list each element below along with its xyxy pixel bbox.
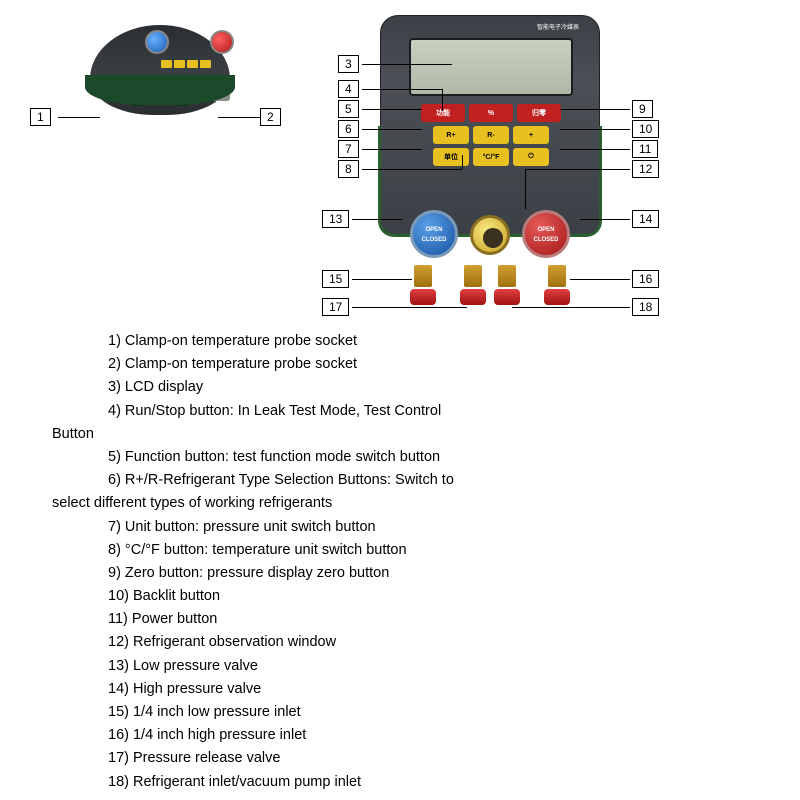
keypad: 功能 % 归零 R+ R- + 单位 °C/°F ⏻ [419, 104, 563, 170]
leader-6 [362, 129, 422, 130]
callout-3: 3 [338, 55, 359, 73]
leader-4 [362, 89, 442, 90]
callout-2: 2 [260, 108, 281, 126]
legend-line: 16) 1/4 inch high pressure inlet [80, 724, 720, 747]
callout-13: 13 [322, 210, 349, 228]
callout-1: 1 [30, 108, 51, 126]
callout-12: 12 [632, 160, 659, 178]
top-knob-red [210, 30, 234, 54]
legend-line: 7) Unit button: pressure unit switch but… [80, 516, 720, 539]
callout-14: 14 [632, 210, 659, 228]
key-function: 功能 [421, 104, 465, 122]
key-power: ⏻ [513, 148, 549, 166]
callout-10: 10 [632, 120, 659, 138]
leader-9 [560, 109, 630, 110]
legend-line: 14) High pressure valve [80, 678, 720, 701]
low-pressure-valve: OPEN CLOSED [410, 210, 458, 258]
legend-line: Button [52, 423, 720, 446]
device-top-body [90, 25, 230, 115]
leader-2 [218, 117, 260, 118]
key-zero: 归零 [517, 104, 561, 122]
leader-5 [362, 109, 422, 110]
key-unit: 单位 [433, 148, 469, 166]
key-r-plus: R+ [433, 126, 469, 144]
leader-18 [512, 307, 630, 308]
callout-6: 6 [338, 120, 359, 138]
key-backlight: + [513, 126, 549, 144]
leader-13 [352, 219, 402, 220]
device-front-view: 智能电子冷媒表 功能 % 归零 R+ R- + 单位 °C/°F ⏻ OPEN … [370, 15, 610, 315]
leader-3 [362, 64, 452, 65]
top-lcd [150, 77, 230, 101]
leader-14 [580, 219, 630, 220]
probe-socket-left [128, 89, 150, 107]
legend-line: 12) Refrigerant observation window [80, 631, 720, 654]
low-pressure-inlet [410, 265, 436, 303]
legend-line: 10) Backlit button [80, 585, 720, 608]
top-knob-blue [145, 30, 169, 54]
probe-socket-right [170, 89, 192, 107]
leader-11 [560, 149, 630, 150]
leader-1 [58, 117, 100, 118]
pressure-release-valve [460, 265, 486, 303]
legend-list: 1) Clamp-on temperature probe socket2) C… [80, 330, 720, 794]
legend-line: 11) Power button [80, 608, 720, 631]
callout-16: 16 [632, 270, 659, 288]
legend-line: 1) Clamp-on temperature probe socket [80, 330, 720, 353]
lcd-display [409, 38, 573, 96]
device-top-view [60, 25, 260, 135]
legend-line: 15) 1/4 inch low pressure inlet [80, 701, 720, 724]
legend-line: 17) Pressure release valve [80, 747, 720, 770]
callout-9: 9 [632, 100, 653, 118]
callout-18: 18 [632, 298, 659, 316]
leader-12 [525, 169, 630, 170]
key-runstop: % [469, 104, 513, 122]
legend-line: 8) °C/°F button: temperature unit switch… [80, 539, 720, 562]
callout-17: 17 [322, 298, 349, 316]
callout-4: 4 [338, 80, 359, 98]
callout-15: 15 [322, 270, 349, 288]
device-body: 智能电子冷媒表 功能 % 归零 R+ R- + 单位 °C/°F ⏻ [380, 15, 600, 235]
high-pressure-valve: OPEN CLOSED [522, 210, 570, 258]
leader-15 [352, 279, 412, 280]
legend-line: 2) Clamp-on temperature probe socket [80, 353, 720, 376]
leader-7 [362, 149, 422, 150]
key-cf: °C/°F [473, 148, 509, 166]
legend-line: 13) Low pressure valve [80, 655, 720, 678]
top-buttons [160, 55, 220, 75]
legend-line: 5) Function button: test function mode s… [80, 446, 720, 469]
key-r-minus: R- [473, 126, 509, 144]
legend-line: 9) Zero button: pressure display zero bu… [80, 562, 720, 585]
refrigerant-inlet [494, 265, 520, 303]
sight-glass [470, 215, 510, 255]
device-header: 智能电子冷媒表 [401, 22, 579, 34]
leader-10 [560, 129, 630, 130]
callout-7: 7 [338, 140, 359, 158]
high-pressure-inlet [544, 265, 570, 303]
callout-11: 11 [632, 140, 658, 158]
legend-line: 18) Refrigerant inlet/vacuum pump inlet [80, 771, 720, 794]
legend-line: 6) R+/R-Refrigerant Type Selection Butto… [80, 469, 720, 492]
callout-8: 8 [338, 160, 359, 178]
legend-line: select different types of working refrig… [52, 492, 720, 515]
leader-8 [362, 169, 462, 170]
legend-line: 3) LCD display [80, 376, 720, 399]
leader-16 [570, 279, 630, 280]
callout-5: 5 [338, 100, 359, 118]
legend-line: 4) Run/Stop button: In Leak Test Mode, T… [80, 400, 720, 423]
leader-17 [352, 307, 467, 308]
